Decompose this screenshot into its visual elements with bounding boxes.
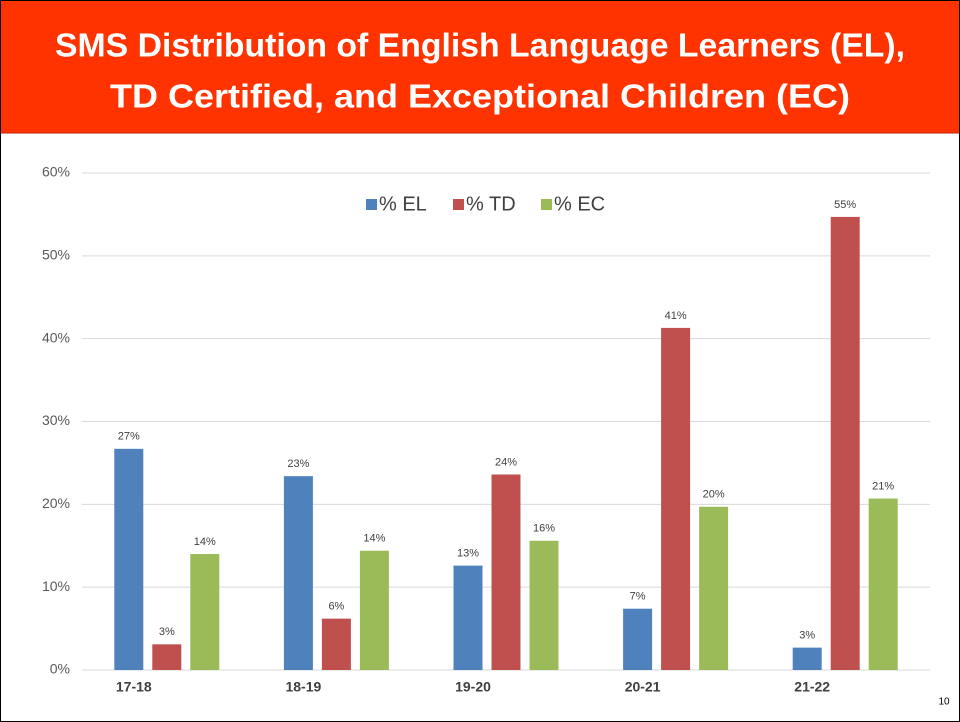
bar bbox=[623, 608, 653, 670]
x-tick-label: 17-18 bbox=[116, 679, 152, 695]
data-label: 6% bbox=[328, 601, 344, 613]
bar bbox=[190, 554, 220, 670]
data-label: 16% bbox=[533, 523, 555, 535]
y-tick-label: 30% bbox=[42, 412, 70, 428]
data-label: 27% bbox=[118, 431, 140, 443]
y-tick-label: 60% bbox=[42, 164, 70, 180]
y-tick-label: 50% bbox=[42, 247, 70, 263]
page-number: 10 bbox=[938, 697, 950, 708]
data-label: 14% bbox=[194, 536, 216, 548]
legend-swatch bbox=[453, 199, 464, 210]
legend-label: % EL bbox=[379, 193, 427, 215]
y-tick-label: 0% bbox=[50, 661, 70, 677]
data-label: 7% bbox=[630, 591, 646, 603]
y-tick-label: 10% bbox=[42, 578, 70, 594]
data-label: 21% bbox=[872, 480, 894, 492]
x-tick-label: 18-19 bbox=[285, 679, 321, 695]
data-label: 41% bbox=[665, 310, 687, 322]
legend-swatch bbox=[541, 199, 552, 210]
data-label: 14% bbox=[363, 533, 385, 545]
bar bbox=[830, 216, 860, 670]
y-tick-label: 40% bbox=[42, 329, 70, 345]
data-label: 20% bbox=[703, 489, 725, 501]
bar bbox=[529, 540, 559, 670]
x-tick-label: 21-22 bbox=[794, 679, 830, 695]
chart-title: SMS Distribution of English Language Lea… bbox=[55, 27, 905, 64]
chart-title: TD Certified, and Exceptional Children (… bbox=[110, 78, 850, 115]
x-tick-label: 20-21 bbox=[625, 679, 661, 695]
bar bbox=[491, 474, 521, 670]
data-label: 24% bbox=[495, 456, 517, 468]
legend-label: % EC bbox=[554, 193, 605, 215]
bar bbox=[152, 644, 182, 670]
y-tick-label: 20% bbox=[42, 495, 70, 511]
title-banner bbox=[1, 1, 959, 133]
bar bbox=[868, 498, 898, 670]
legend-swatch bbox=[366, 199, 377, 210]
bar bbox=[792, 647, 822, 670]
data-label: 3% bbox=[159, 626, 175, 638]
bar bbox=[283, 476, 313, 670]
bar bbox=[453, 565, 483, 670]
data-label: 55% bbox=[834, 199, 856, 211]
bar bbox=[114, 448, 144, 670]
bar bbox=[699, 506, 729, 670]
legend-label: % TD bbox=[466, 193, 516, 215]
x-tick-label: 19-20 bbox=[455, 679, 491, 695]
bar bbox=[321, 618, 351, 670]
bar bbox=[661, 327, 691, 670]
data-label: 23% bbox=[287, 458, 309, 470]
data-label: 3% bbox=[799, 630, 815, 642]
bar bbox=[359, 550, 389, 670]
data-label: 13% bbox=[457, 548, 479, 560]
